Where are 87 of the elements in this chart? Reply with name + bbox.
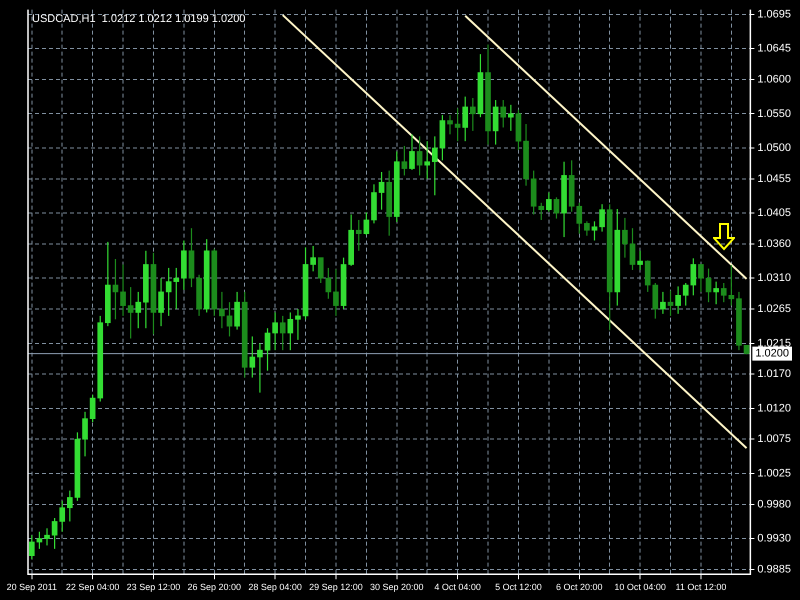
candlestick <box>660 291 666 314</box>
candlestick <box>288 312 294 351</box>
y-tick-label: 1.0695 <box>757 8 792 20</box>
x-tick-label: 10 Oct 04:00 <box>614 582 666 592</box>
candlestick <box>416 136 422 176</box>
candlestick <box>356 219 362 252</box>
candlestick <box>333 268 339 316</box>
x-tick-label: 23 Sep 12:00 <box>126 582 180 592</box>
y-tick-label: 1.0215 <box>757 337 792 350</box>
y-tick-label: 0.9885 <box>757 563 792 576</box>
candlestick <box>432 136 438 196</box>
candlestick <box>257 342 263 394</box>
candlestick <box>128 286 134 340</box>
candlestick <box>28 534 35 560</box>
y-tick-label: 1.0405 <box>757 207 792 220</box>
candlestick <box>690 258 696 296</box>
candlestick <box>364 212 370 236</box>
candlestick <box>637 250 643 271</box>
y-tick-label: 1.0360 <box>757 238 792 250</box>
x-tick-label: 29 Sep 12:00 <box>309 582 363 592</box>
y-tick-label: 1.0075 <box>757 433 792 446</box>
y-tick-label: 1.0500 <box>757 142 792 154</box>
candlestick <box>599 204 605 232</box>
candlestick <box>249 336 256 378</box>
y-tick-label: 1.0120 <box>757 402 792 414</box>
candlestick <box>584 220 590 236</box>
candlestick <box>675 286 681 314</box>
x-tick-label: 26 Sep 20:00 <box>188 582 242 592</box>
candlestick <box>720 282 727 303</box>
x-tick-label: 20 Sep 2011 <box>6 582 57 592</box>
candlestick <box>592 220 598 242</box>
candlestick <box>538 202 544 221</box>
candlestick <box>546 192 552 212</box>
candlestick <box>52 517 58 550</box>
x-tick-label: 4 Oct 04:00 <box>434 582 481 592</box>
y-tick-label: 1.0170 <box>757 368 792 380</box>
candlestick <box>66 490 73 522</box>
candlestick <box>447 114 453 135</box>
x-tick-label: 11 Oct 12:00 <box>675 582 726 592</box>
candlestick <box>508 104 514 132</box>
chart-title: USDCAD,H1 1.0212 1.0212 1.0199 1.0200 <box>32 13 246 26</box>
candlestick <box>59 500 66 532</box>
y-tick-label: 1.0645 <box>757 42 792 55</box>
candlestick <box>728 264 734 306</box>
x-tick-label: 5 Oct 12:00 <box>495 582 542 592</box>
candlestick <box>462 96 468 142</box>
x-tick-label: 30 Sep 20:00 <box>370 582 424 592</box>
candlestick <box>166 267 172 316</box>
candlestick <box>226 302 232 338</box>
candlestick <box>500 99 506 128</box>
y-tick-label: 1.0550 <box>757 108 792 120</box>
y-tick-label: 1.0600 <box>757 74 792 86</box>
x-tick-label: 28 Sep 04:00 <box>248 582 302 592</box>
candlestick <box>409 134 415 171</box>
candlestick <box>318 257 324 284</box>
candlestick <box>219 291 225 329</box>
candlestick <box>90 394 96 423</box>
candlestick <box>135 291 142 329</box>
candlestick <box>173 267 180 310</box>
y-tick-label: 0.9930 <box>757 532 792 545</box>
candlestick <box>310 245 316 272</box>
candlestick <box>326 267 332 300</box>
candlestick <box>713 281 719 305</box>
x-tick-label: 6 Oct 20:00 <box>556 582 603 592</box>
ref-line-label: 1.0200 <box>755 348 790 360</box>
y-tick-label: 0.9980 <box>757 498 792 510</box>
x-tick-label: 22 Sep 04:00 <box>66 582 120 592</box>
candlestick <box>454 108 460 142</box>
candlestick <box>36 531 42 550</box>
candlestick <box>682 282 689 306</box>
candlestick <box>576 202 582 234</box>
candlestick <box>668 290 674 316</box>
candlestick <box>554 196 560 220</box>
y-tick-label: 1.0265 <box>757 303 792 316</box>
candlestick <box>272 312 278 351</box>
candlestick <box>280 315 286 351</box>
y-tick-label: 1.0025 <box>757 468 792 480</box>
y-tick-label: 1.0310 <box>757 272 792 284</box>
candlestick <box>470 97 476 132</box>
candlestick <box>44 528 50 546</box>
candlestick <box>264 328 270 372</box>
candlestick <box>424 140 430 180</box>
candlestick <box>622 217 628 258</box>
candlestick <box>402 145 408 176</box>
y-tick-label: 1.0455 <box>757 172 792 185</box>
candlestick <box>158 278 164 327</box>
candlestick <box>630 228 636 271</box>
